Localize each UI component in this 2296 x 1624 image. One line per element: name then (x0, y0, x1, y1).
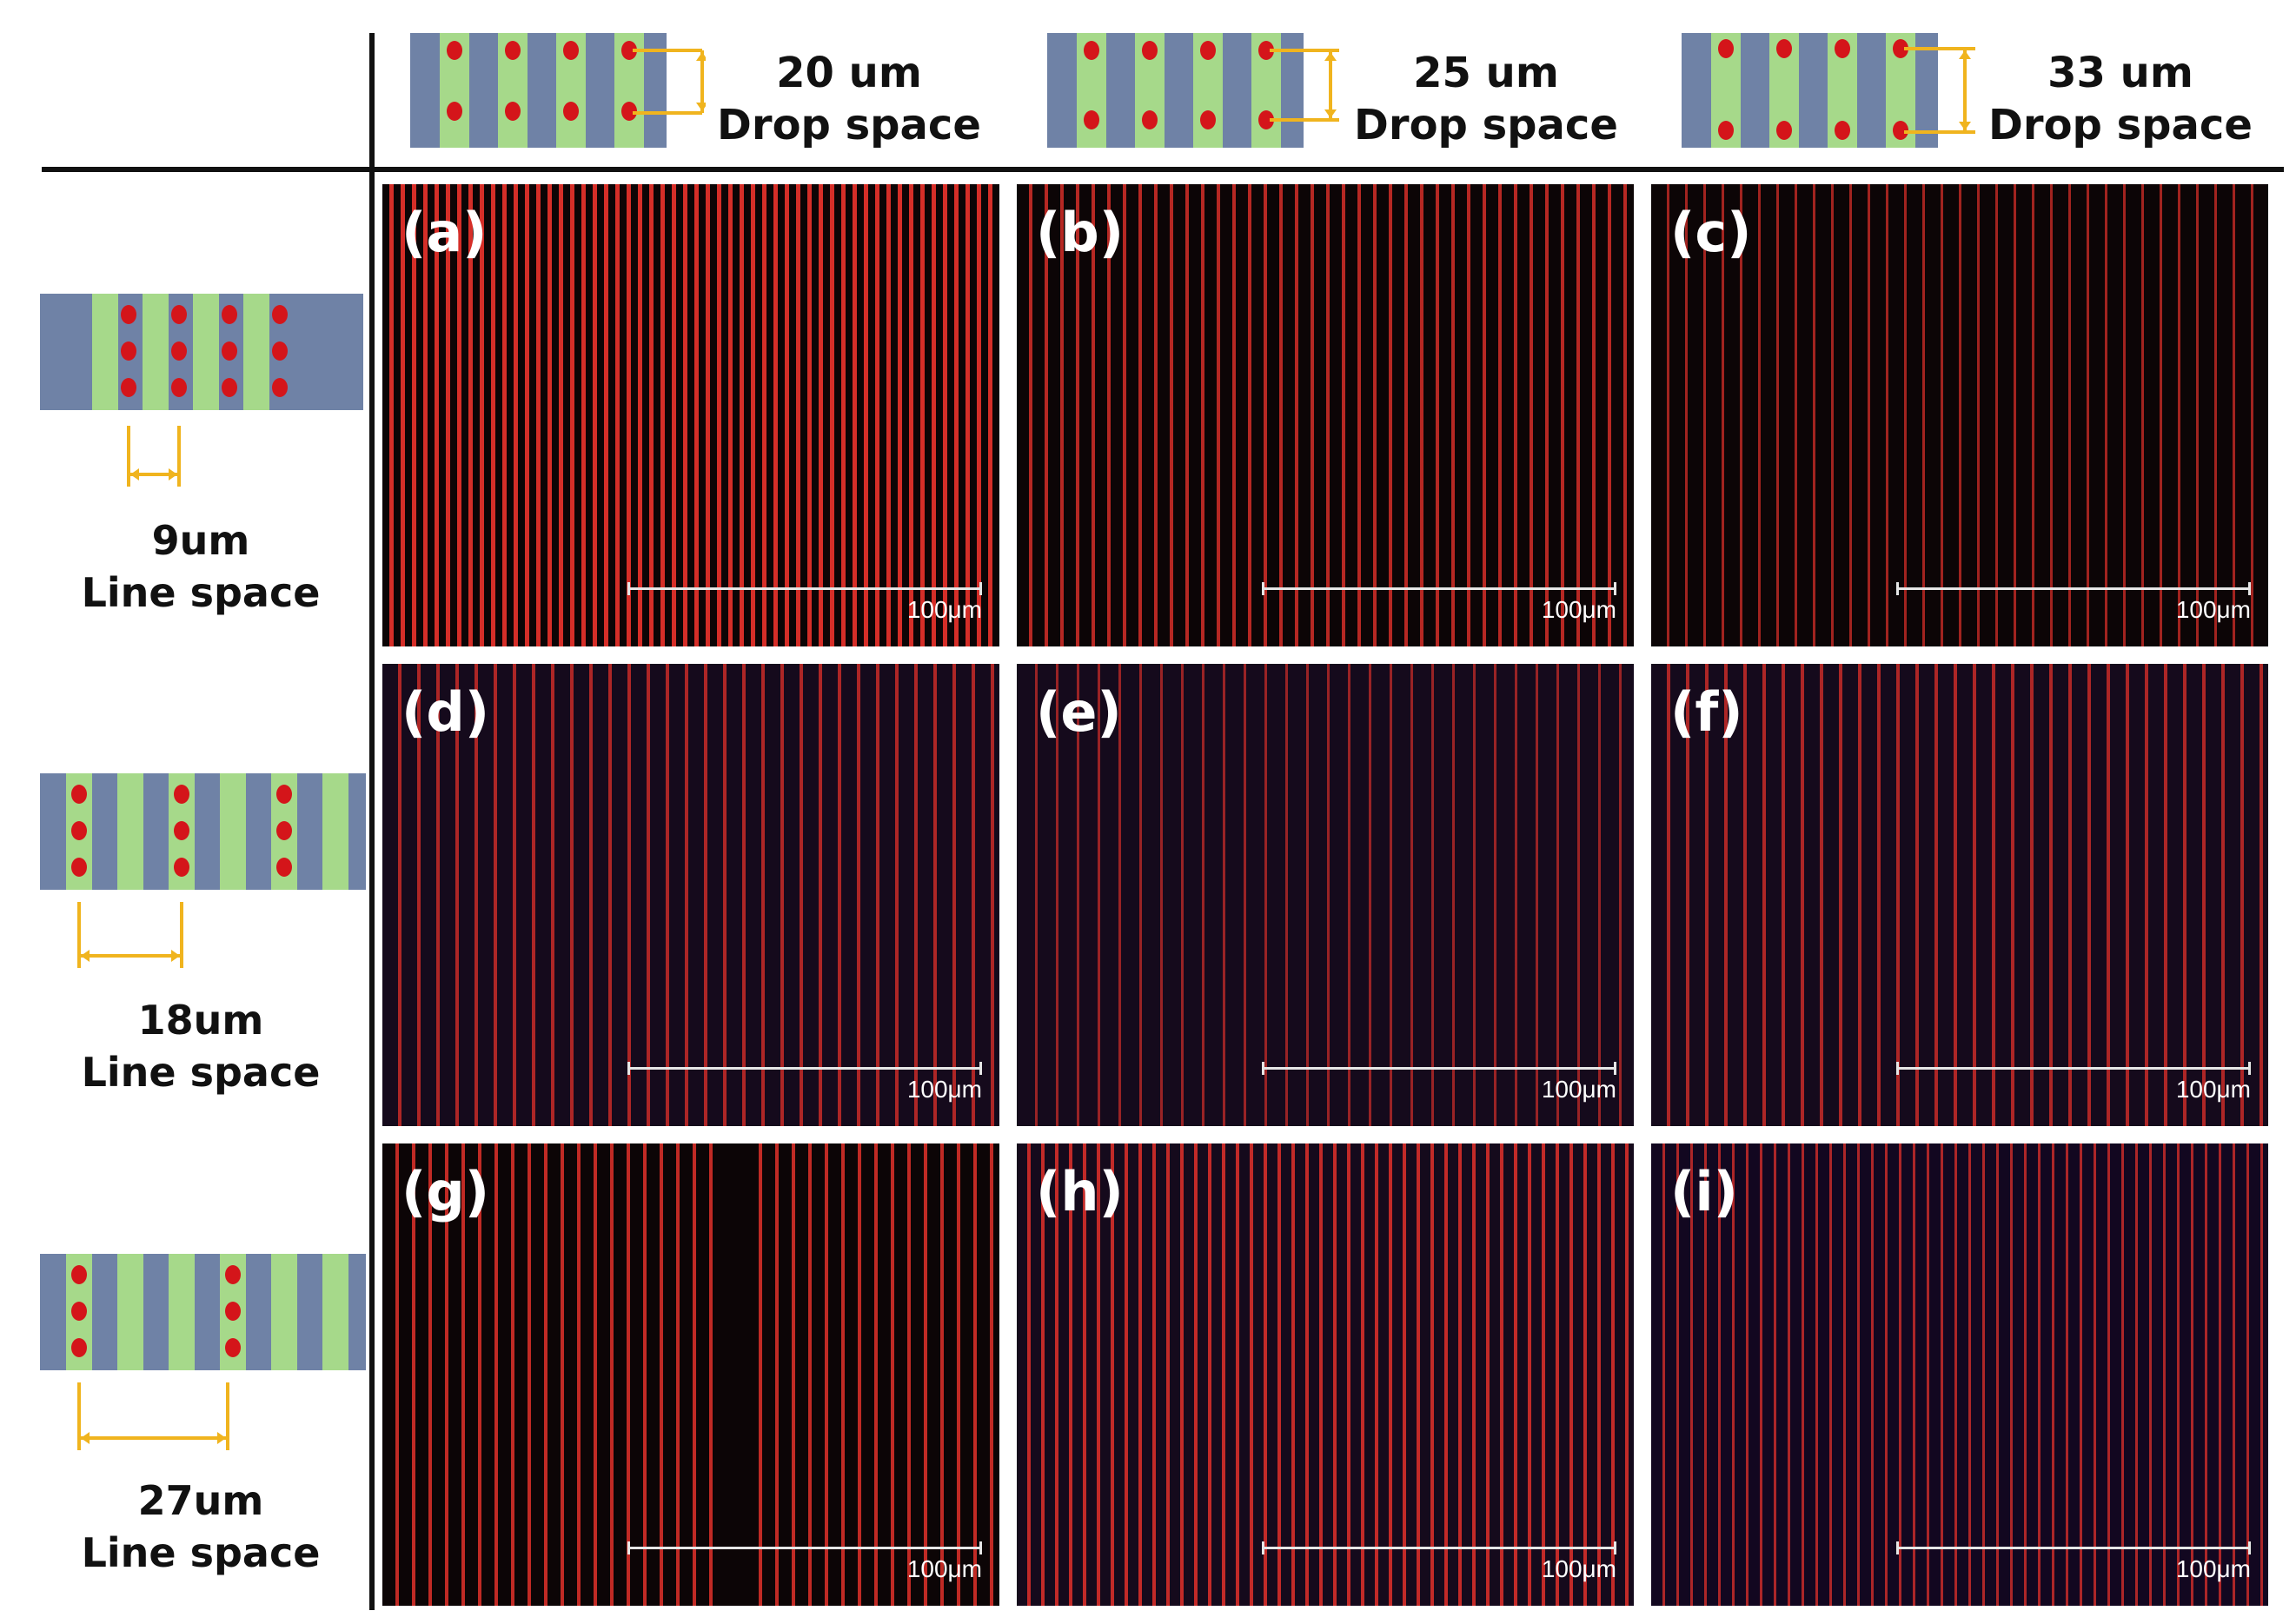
micrograph-panel: (c) 100μm (1651, 184, 2268, 646)
panel-label: (a) (401, 201, 488, 264)
scale-bar-label: 100μm (2175, 1076, 2251, 1103)
scale-bar-label: 100μm (1541, 1555, 1616, 1582)
row-3-value: 27um (137, 1477, 264, 1524)
scale-bar-label: 100μm (1541, 596, 1616, 623)
scale-bar (1262, 582, 1616, 595)
fluorescent-lines (382, 184, 999, 646)
scale-bar-label: 100μm (906, 596, 982, 623)
row-header-3: 27um Line space (40, 1254, 370, 1601)
line-space-schematic (40, 294, 363, 487)
panel-label: (g) (401, 1160, 490, 1223)
vertical-divider (369, 33, 375, 1610)
fluorescent-lines (382, 664, 999, 1126)
fluorescent-lines (1017, 1143, 1634, 1606)
scale-bar (1896, 1541, 2251, 1554)
fluorescent-lines (1651, 664, 2268, 1126)
scale-bar-label: 100μm (906, 1076, 982, 1103)
drop-space-schematic (410, 33, 706, 148)
panel-label: (e) (1036, 680, 1122, 744)
scale-bar (627, 1541, 982, 1554)
row-1-caption: Line space (81, 569, 321, 616)
drop-space-schematic (1682, 33, 1975, 148)
drop-space-schematic (1047, 33, 1339, 148)
fluorescent-lines (1651, 1143, 2268, 1606)
fluorescent-lines (1017, 664, 1634, 1126)
micrograph-panel: (a) 100μm (382, 184, 999, 646)
panel-label: (c) (1670, 201, 1752, 264)
micrograph-panel: (f) 100μm (1651, 664, 2268, 1126)
column-1-caption: Drop space (717, 101, 981, 149)
column-header-3: 33 um Drop space (1682, 33, 2290, 155)
panel-label: (d) (401, 680, 490, 744)
micrograph-panel: (e) 100μm (1017, 664, 1634, 1126)
horizontal-divider (42, 167, 2284, 172)
micrograph-panel: (g) 100μm (382, 1143, 999, 1606)
row-2-value: 18um (137, 997, 264, 1044)
column-2-caption: Drop space (1354, 101, 1618, 149)
row-2-caption: Line space (81, 1049, 321, 1096)
panel-label: (h) (1036, 1160, 1124, 1223)
row-header-1: 9um Line space (40, 294, 370, 641)
column-2-value: 25 um (1413, 49, 1559, 97)
micrograph-panel: (d) 100μm (382, 664, 999, 1126)
fluorescent-lines (382, 1143, 999, 1606)
line-space-schematic (40, 1254, 366, 1450)
fluorescent-lines (1651, 184, 2268, 646)
panel-label: (f) (1670, 680, 1743, 744)
column-header-2: 25 um Drop space (1047, 33, 1656, 155)
column-1-value: 20 um (776, 49, 922, 97)
scale-bar (1896, 1062, 2251, 1075)
row-1-value: 9um (151, 517, 250, 564)
micrograph-panel: (h) 100μm (1017, 1143, 1634, 1606)
scale-bar-label: 100μm (1541, 1076, 1616, 1103)
panel-label: (b) (1036, 201, 1125, 264)
scale-bar (1896, 582, 2251, 595)
row-header-2: 18um Line space (40, 773, 370, 1121)
dark-gap (714, 1143, 756, 1606)
column-3-value: 33 um (2047, 49, 2193, 97)
column-3-caption: Drop space (1988, 101, 2253, 149)
micrograph-panel: (i) 100μm (1651, 1143, 2268, 1606)
micrograph-panel: (b) 100μm (1017, 184, 1634, 646)
column-header-1: 20 um Drop space (410, 33, 1019, 155)
scale-bar-label: 100μm (2175, 1555, 2251, 1582)
line-space-schematic (40, 773, 366, 968)
fluorescent-lines (1017, 184, 1634, 646)
scale-bar (627, 1062, 982, 1075)
scale-bar-label: 100μm (906, 1555, 982, 1582)
panel-label: (i) (1670, 1160, 1738, 1223)
scale-bar (627, 582, 982, 595)
scale-bar (1262, 1062, 1616, 1075)
scale-bar-label: 100μm (2175, 596, 2251, 623)
scale-bar (1262, 1541, 1616, 1554)
row-3-caption: Line space (81, 1529, 321, 1576)
